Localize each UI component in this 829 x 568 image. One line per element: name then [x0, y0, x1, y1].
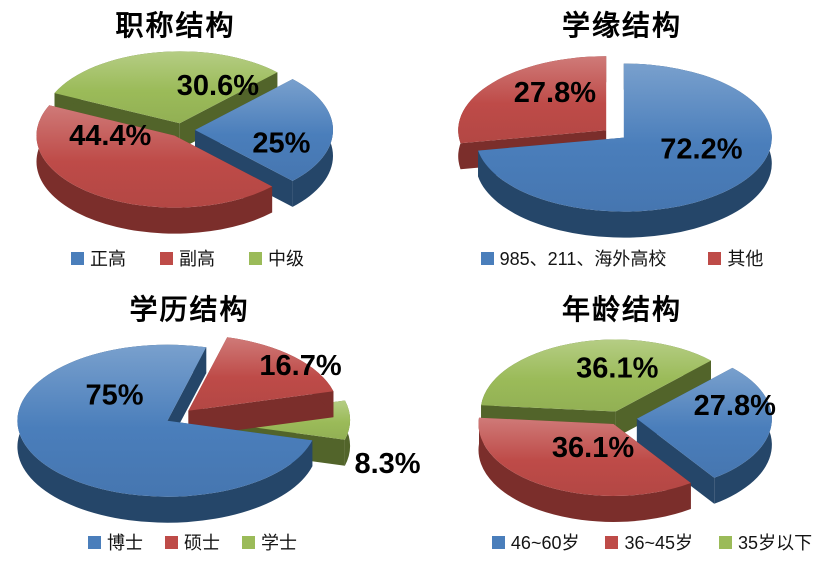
- slice-label: 30.6%: [177, 70, 259, 102]
- legend-title-structure: 正高 副高 中级: [71, 238, 304, 278]
- pie-slice: [17, 344, 313, 497]
- chart-education-structure: 学历结构 75% 16.7% 8.3% 博士 硕士 学士: [0, 284, 421, 568]
- pie-age-structure: 27.8% 36.1% 36.1%: [477, 339, 776, 522]
- pie-slice-side: [477, 417, 691, 522]
- chart-title: 年龄结构: [561, 294, 682, 325]
- legend-item: 副高: [160, 245, 215, 271]
- legend-item: 36~45岁: [605, 529, 693, 555]
- legend-swatch: [71, 251, 84, 265]
- legend-swatch: [242, 535, 255, 549]
- slice-label: 27.8%: [513, 77, 595, 109]
- chart-title-structure: 职称结构 25% 44.4% 30.6% 正高 副高 中级: [0, 0, 415, 284]
- legend-swatch: [165, 535, 178, 549]
- legend-swatch: [708, 251, 722, 265]
- legend-label: 副高: [179, 249, 215, 269]
- slice-label: 44.4%: [69, 120, 151, 152]
- pie-slice: [480, 339, 711, 412]
- pie-slice: [477, 63, 772, 212]
- chart-title: 学缘结构: [561, 10, 682, 41]
- legend-item: 正高: [71, 245, 126, 271]
- legend-item: 博士: [88, 529, 143, 555]
- legend-swatch: [491, 535, 505, 549]
- legend-label: 正高: [90, 249, 126, 269]
- slice-label: 75%: [85, 380, 143, 412]
- legend-label: 35岁以下: [738, 533, 813, 553]
- pie-slice-side: [36, 105, 273, 234]
- chart-age-structure: 年龄结构 27.8% 36.1% 36.1% 46~60岁 36~45岁 35岁以下: [415, 284, 829, 568]
- pie-slice: [54, 51, 278, 124]
- legend-label: 其他: [727, 249, 764, 269]
- legend-item: 硕士: [165, 529, 220, 555]
- pie-slice: [477, 417, 691, 496]
- legend-label: 硕士: [184, 533, 220, 553]
- legend-swatch: [160, 251, 173, 265]
- legend-item: 985、211、海外高校: [480, 245, 667, 271]
- legend-swatch: [88, 535, 101, 549]
- slice-label: 36.1%: [551, 432, 633, 464]
- pie-slice-cut-face: [167, 347, 207, 447]
- legend-item: 学士: [242, 529, 297, 555]
- pie-slice: [636, 367, 772, 478]
- pie-slice: [36, 105, 273, 208]
- slice-label: 36.1%: [576, 352, 658, 384]
- slice-label: 27.8%: [693, 390, 775, 422]
- pie-slice: [195, 79, 333, 181]
- legend-swatch: [719, 535, 733, 549]
- pie-title-structure: 25% 44.4% 30.6%: [36, 51, 333, 234]
- legend-label: 36~45岁: [624, 533, 694, 553]
- legend-swatch: [605, 535, 619, 549]
- legend-swatch: [249, 251, 262, 265]
- legend-label: 博士: [107, 533, 143, 553]
- pie-education-structure: 75% 16.7% 8.3%: [17, 337, 421, 523]
- slice-label: 25%: [252, 128, 310, 160]
- legend-item: 35岁以下: [719, 529, 812, 555]
- legend-label: 中级: [268, 249, 304, 269]
- legend-education-structure: 博士 硕士 学士: [88, 522, 297, 562]
- chart-title: 学历结构: [129, 294, 250, 325]
- legend-label: 46~60岁: [510, 533, 580, 553]
- chart-title: 职称结构: [115, 10, 236, 41]
- chart-academic-origin: 学缘结构 72.2% 27.8% 985、211、海外高校 其他: [415, 0, 829, 284]
- legend-academic-origin: 985、211、海外高校 其他: [480, 238, 763, 278]
- legend-item: 46~60岁: [491, 529, 580, 555]
- legend-item: 其他: [708, 245, 763, 271]
- slice-label: 72.2%: [660, 133, 742, 165]
- slice-label: 8.3%: [354, 448, 420, 480]
- pie-slice-cut-face: [188, 391, 334, 437]
- legend-swatch: [480, 251, 494, 265]
- slice-label: 16.7%: [259, 350, 341, 382]
- legend-label: 985、211、海外高校: [499, 249, 667, 269]
- pie-slice-cut-face: [636, 418, 714, 504]
- pie-slice: [457, 56, 606, 144]
- legend-age-structure: 46~60岁 36~45岁 35岁以下: [491, 522, 812, 562]
- pie-academic-origin: 72.2% 27.8%: [457, 56, 772, 238]
- legend-item: 中级: [249, 245, 304, 271]
- pie-slice: [188, 337, 334, 411]
- legend-label: 学士: [261, 533, 297, 553]
